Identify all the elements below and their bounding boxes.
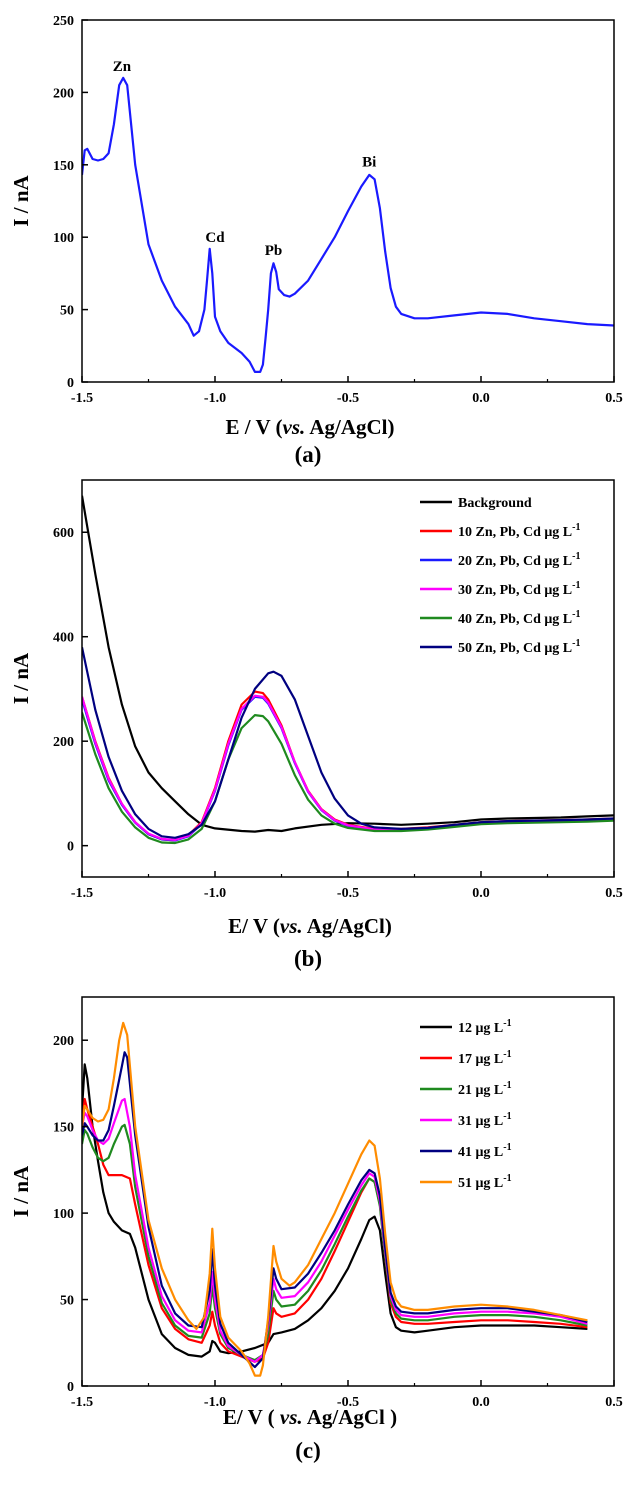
legend-label: 40 Zn, Pb, Cd μg L-1: [458, 609, 580, 627]
y-axis-title: I / nA: [9, 652, 33, 704]
x-axis-title: E / V (vs. Ag/AgCl): [226, 415, 395, 439]
x-axis-title: E/ V (vs. Ag/AgCl): [228, 914, 392, 938]
x-axis-title: E/ V ( vs. Ag/AgCl ): [223, 1405, 397, 1429]
peak-label-zn: Zn: [113, 59, 132, 75]
y-tick-label: 250: [53, 14, 74, 29]
legend-label: 17 μg L-1: [458, 1049, 512, 1067]
legend-label: 50 Zn, Pb, Cd μg L-1: [458, 638, 580, 656]
legend-label: 12 μg L-1: [458, 1018, 512, 1036]
chart-panel-a: -1.5 -1.0 -0.5 0.0 0.5 0 50 100 150 200 250 E / V (…: [9, 14, 623, 467]
series-line-6: [82, 1021, 588, 1377]
legend-label: 30 Zn, Pb, Cd μg L-1: [458, 580, 580, 598]
x-tick-label: 0.0: [472, 391, 490, 406]
y-tick-label: 600: [53, 526, 74, 541]
x-tick-label: 0.5: [605, 886, 623, 901]
series-line-1: [82, 76, 614, 373]
y-tick-label: 200: [53, 86, 74, 101]
y-tick-label: 0: [67, 1380, 74, 1395]
x-tick-label: 0.5: [605, 1395, 623, 1410]
legend: Background 10 Zn, Pb, Cd μg L-1 20 Zn, Pb,…: [420, 496, 580, 656]
x-tick-label: -1.0: [204, 391, 226, 406]
peak-label-pb: Pb: [265, 243, 283, 259]
legend-label: 10 Zn, Pb, Cd μg L-1: [458, 522, 580, 540]
panel-label: (b): [294, 946, 322, 971]
x-tick-label: 0.0: [472, 886, 490, 901]
panel-label: (a): [295, 442, 322, 467]
x-tick-label: -1.5: [71, 391, 93, 406]
legend-label: Background: [458, 496, 532, 511]
x-tick-label: -1.0: [204, 1395, 226, 1410]
x-tick-label: -1.5: [71, 886, 93, 901]
peak-label-cd: Cd: [205, 230, 225, 246]
legend: 12 μg L-1 17 μg L-1 21 μg L-1 31 μg L-1 41 μ…: [420, 1018, 512, 1191]
series-line-5: [82, 712, 614, 845]
legend-label: 21 μg L-1: [458, 1080, 512, 1098]
plot-frame: [81, 19, 615, 383]
series-line-2: [82, 1097, 588, 1363]
series-line-6: [82, 646, 614, 839]
y-tick-label: 200: [53, 1034, 74, 1049]
y-tick-label: 50: [60, 1294, 74, 1309]
y-tick-label: 100: [53, 1207, 74, 1222]
y-tick-label: 150: [53, 159, 74, 174]
legend-label: 51 μg L-1: [458, 1173, 512, 1191]
y-tick-label: 100: [53, 231, 74, 246]
panel-label: (c): [295, 1438, 321, 1463]
y-tick-label: 50: [60, 304, 74, 319]
chart-panel-c: -1.5 -1.0 -0.5 0.0 0.5 0 50 100 150 200 E/ V ( vs.…: [9, 996, 623, 1463]
legend-label: 20 Zn, Pb, Cd μg L-1: [458, 551, 580, 569]
y-tick-label: 200: [53, 735, 74, 750]
legend-label: 41 μg L-1: [458, 1142, 512, 1160]
legend-label: 31 μg L-1: [458, 1111, 512, 1129]
y-tick-label: 400: [53, 631, 74, 646]
x-tick-label: -0.5: [337, 886, 359, 901]
x-tick-label: -0.5: [337, 1395, 359, 1410]
peak-label-bi: Bi: [362, 155, 376, 171]
x-tick-label: -1.0: [204, 886, 226, 901]
x-tick-label: -1.5: [71, 1395, 93, 1410]
x-tick-label: -0.5: [337, 391, 359, 406]
x-tick-label: 0.0: [472, 1395, 490, 1410]
plot-frame: [81, 996, 615, 1387]
series-line-1: [82, 495, 614, 833]
y-axis-title: I / nA: [9, 174, 33, 226]
chart-panel-b: -1.5 -1.0 -0.5 0.0 0.5 0 200 400 600 E/ V (vs. Ag…: [9, 479, 623, 971]
y-axis-title: I / nA: [9, 1165, 33, 1217]
y-tick-label: 0: [67, 840, 74, 855]
x-tick-label: 0.5: [605, 391, 623, 406]
y-tick-label: 150: [53, 1121, 74, 1136]
y-tick-label: 0: [67, 376, 74, 391]
